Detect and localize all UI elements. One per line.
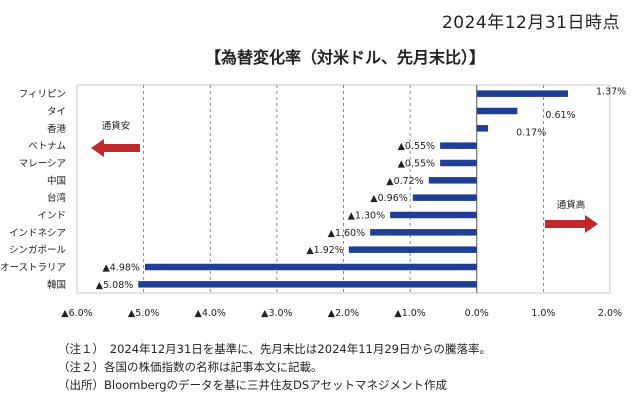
source-note: （出所）Bloombergのデータを基に三井住友DSアセットマネジメント作成 (58, 378, 447, 392)
bar (348, 246, 477, 253)
x-tick-label: ▲1.0% (394, 308, 425, 319)
category-label: ベトナム (28, 141, 66, 152)
data-label: 1.37% (596, 87, 626, 98)
chart-title: 【為替変化率（対米ドル、先月末比）】 (204, 48, 485, 67)
x-tick-label: 2.0% (598, 308, 622, 319)
left-arrow-icon (91, 139, 140, 157)
bar (476, 90, 569, 97)
arrow-label-appreciation: 通貨高 (557, 199, 586, 211)
category-label: 韓国 (47, 280, 66, 291)
note-2: （注２）各国の株価指数の名称は記事本文に記載。 (58, 360, 323, 374)
category-label: 香港 (47, 123, 67, 135)
bar (370, 229, 477, 236)
data-label: ▲0.72% (386, 176, 424, 187)
data-label: 0.61% (545, 110, 575, 121)
bar (428, 177, 477, 184)
x-tick-label: ▲5.0% (128, 308, 159, 319)
bar (476, 107, 518, 115)
category-label: フィリピン (19, 89, 66, 100)
data-label: ▲0.55% (398, 159, 436, 170)
bar (440, 159, 477, 167)
category-label: マレーシア (19, 159, 66, 170)
category-label: タイ (47, 107, 66, 118)
data-label: ▲1.60% (328, 228, 366, 239)
data-label: ▲0.96% (370, 193, 408, 204)
category-label: インド (37, 211, 66, 222)
bar (144, 263, 477, 271)
bar (412, 194, 477, 201)
category-label: 台湾 (47, 192, 67, 204)
bar (440, 142, 477, 149)
x-tick-label: ▲6.0% (61, 308, 92, 319)
as-of-date: 2024年12月31日時点 (441, 13, 620, 33)
data-label: ▲4.98% (102, 263, 140, 274)
bar (390, 211, 477, 219)
data-label: ▲1.30% (348, 211, 386, 222)
category-label: オーストラリア (0, 263, 66, 274)
category-label: インドネシア (9, 228, 66, 239)
bar (138, 281, 477, 288)
arrow-label-depreciation: 通貨安 (102, 120, 131, 132)
data-label: ▲5.08% (96, 280, 134, 291)
data-label: 0.17% (516, 127, 546, 138)
x-tick-label: 0.0% (465, 308, 489, 319)
right-arrow-icon (545, 215, 598, 233)
x-tick-label: ▲2.0% (328, 308, 359, 319)
footnotes: （注１） 2024年12月31日を基準に、先月末比は2024年11月29日からの… (58, 340, 491, 394)
category-label: 中国 (47, 175, 66, 187)
x-tick-label: ▲3.0% (261, 308, 292, 319)
x-tick-label: ▲4.0% (195, 308, 226, 319)
bar-chart: ▲6.0% ▲5.0% ▲4.0% ▲3.0% ▲2.0% ▲1.0% 0.0% 1.0% 2.… (0, 84, 626, 319)
category-label: シンガポール (9, 245, 67, 256)
data-label: ▲0.55% (398, 141, 436, 152)
x-tick-label: 1.0% (531, 308, 555, 319)
bar (476, 125, 489, 132)
data-label: ▲1.92% (306, 245, 344, 256)
note-1: （注１） 2024年12月31日を基準に、先月末比は2024年11月29日からの… (58, 342, 491, 356)
